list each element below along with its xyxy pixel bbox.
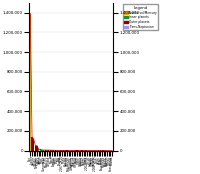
Bar (55, 150, 56, 151)
Bar (38, 149, 39, 151)
Bar (45, 150, 46, 151)
Bar (58, 150, 59, 151)
Bar (56, 150, 58, 151)
Bar (43, 150, 44, 151)
Bar (36, 146, 38, 151)
Bar (46, 150, 48, 151)
Bar (30, 14, 31, 151)
Bar (50, 150, 51, 151)
Bar (33, 139, 34, 151)
Bar (41, 150, 43, 151)
Bar (51, 150, 53, 151)
Bar (48, 150, 49, 151)
Bar (31, 137, 33, 151)
Bar (40, 149, 41, 151)
Bar (53, 150, 54, 151)
Legend: Nache sol/Mercury, Inner planets, Outer planets, Trans-Neptunian: Nache sol/Mercury, Inner planets, Outer … (123, 4, 158, 30)
Bar (35, 145, 36, 151)
